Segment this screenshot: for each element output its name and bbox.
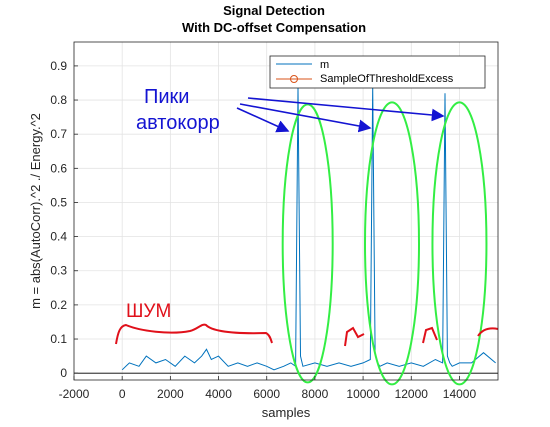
- chart-title-line1: Signal Detection: [223, 3, 325, 18]
- peak-arrow-2: [239, 103, 372, 133]
- y-tick-label: 0.8: [50, 93, 67, 107]
- x-tick-label: 12000: [395, 387, 429, 401]
- x-tick-label: 14000: [443, 387, 477, 401]
- x-axis-label: samples: [262, 405, 311, 420]
- legend-box: [269, 55, 486, 89]
- series-m-line: [121, 86, 496, 371]
- x-tick-label: 10000: [346, 387, 380, 401]
- x-tick-label: 4000: [205, 387, 232, 401]
- peak-ellipse-2: [364, 101, 420, 386]
- x-tick-label: 0: [119, 387, 126, 401]
- peak-arrow-1: [236, 107, 290, 133]
- legend: m SampleOfThresholdExcess: [269, 55, 486, 89]
- y-tick-label: 0.4: [50, 230, 67, 244]
- noise-bracket-4: [477, 327, 499, 337]
- x-tick-label: -2000: [59, 387, 90, 401]
- x-tick-label: 8000: [302, 387, 329, 401]
- series-m: [121, 86, 496, 371]
- y-tick-label: 0.7: [50, 127, 67, 141]
- y-tick-label: 0.6: [50, 161, 67, 175]
- annotation-peaks-line2: автокорр: [136, 112, 220, 134]
- annotation-peaks-line1: Пики: [144, 86, 189, 108]
- peak-ellipse-3: [431, 101, 488, 386]
- legend-label-threshold: SampleOfThresholdExcess: [320, 73, 454, 85]
- chart-title-line2: With DC-offset Compensation: [182, 20, 366, 35]
- legend-label-m: m: [320, 59, 329, 71]
- y-tick-label: 0.1: [50, 332, 67, 346]
- axes-background: [74, 42, 498, 380]
- y-tick-label: 0.5: [50, 195, 67, 209]
- y-tick-label: 0: [60, 366, 67, 380]
- legend-marker-threshold: [290, 75, 298, 83]
- noise-bracket-3: [422, 326, 438, 344]
- y-tick-label: 0.3: [50, 264, 67, 278]
- x-tick-label: 6000: [253, 387, 280, 401]
- y-tick-label: 0.2: [50, 298, 67, 312]
- annotation-noise: ШУМ: [126, 301, 171, 322]
- y-tick-label: 0.9: [50, 59, 67, 73]
- axis-ticks: -2000 0 2000 4000 6000 8000 10000 12000 14000 0 0.…: [50, 59, 476, 401]
- noise-bracket-2: [344, 326, 365, 347]
- x-tick-label: 2000: [157, 387, 184, 401]
- peak-arrow-3: [247, 97, 445, 122]
- annotation-shapes: [115, 97, 499, 386]
- noise-bracket-1: [115, 323, 273, 345]
- axes-box: [73, 41, 499, 381]
- y-axis-label: m = abs(AutoCorr).^2 ./ Energy.^2: [28, 113, 43, 309]
- peak-ellipse-1: [281, 103, 334, 384]
- plot-area: -2000 0 2000 4000 6000 8000 10000 12000 14000 0 0.…: [50, 41, 499, 401]
